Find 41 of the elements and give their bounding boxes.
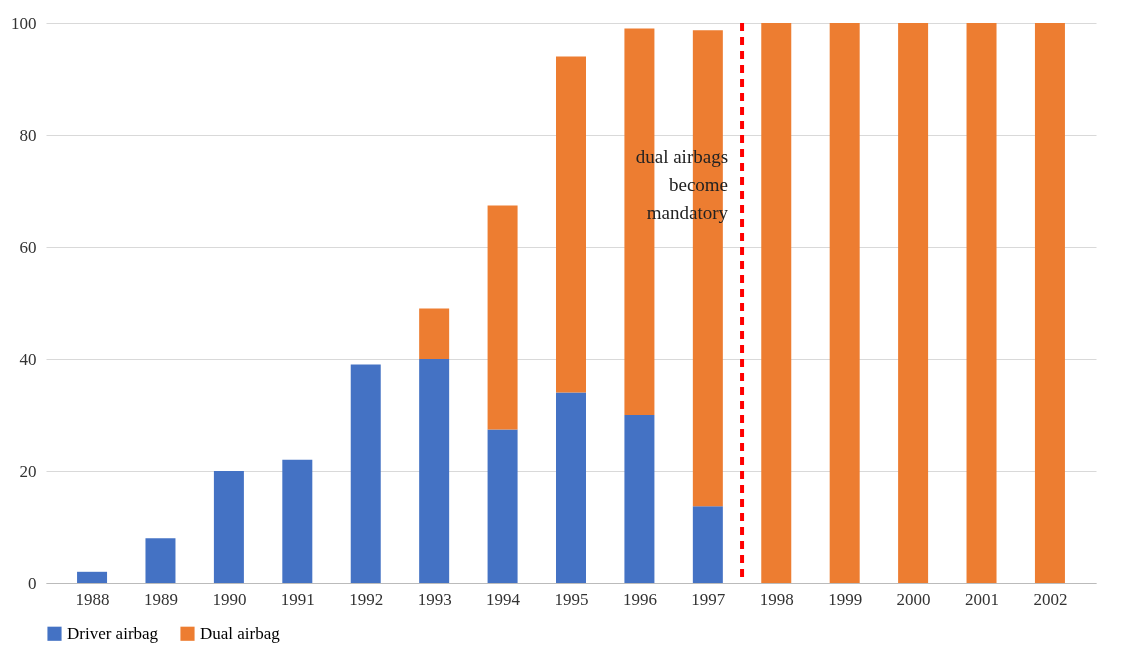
bar xyxy=(761,23,792,583)
bar xyxy=(419,359,450,583)
legend-label: Dual airbag xyxy=(200,623,281,643)
bar xyxy=(556,56,586,393)
bar xyxy=(77,571,108,583)
x-tick-label: 1996 xyxy=(622,589,657,609)
bar xyxy=(966,23,997,583)
bar xyxy=(487,429,518,583)
x-tick-label: 2002 xyxy=(1033,589,1068,609)
bar xyxy=(419,308,450,359)
legend-label: Driver airbag xyxy=(67,623,159,643)
bar xyxy=(1034,23,1065,583)
x-tick-label: 1999 xyxy=(828,589,863,609)
bar xyxy=(213,471,244,583)
x-tick-label: 1989 xyxy=(143,589,178,609)
y-tick-label: 60 xyxy=(19,237,37,257)
x-tick-label: 1994 xyxy=(486,589,521,609)
y-tick-label: 80 xyxy=(19,125,37,145)
y-tick-label: 0 xyxy=(28,573,37,593)
x-tick-label: 1991 xyxy=(280,589,315,609)
x-tick-label: 1995 xyxy=(554,589,589,609)
bar xyxy=(692,506,723,583)
x-tick-label: 1998 xyxy=(759,589,794,609)
y-tick-label: 100 xyxy=(11,13,37,33)
bar xyxy=(898,23,929,583)
x-tick-label: 2001 xyxy=(965,589,1000,609)
x-tick-label: 1993 xyxy=(417,589,452,609)
y-tick-label: 20 xyxy=(19,461,37,481)
bar xyxy=(487,205,518,430)
x-tick-label: 1997 xyxy=(691,589,726,609)
bar xyxy=(145,538,176,583)
bar xyxy=(556,392,586,583)
bar xyxy=(624,415,655,583)
x-tick-label: 2000 xyxy=(896,589,931,609)
y-tick-label: 40 xyxy=(19,349,37,369)
x-tick-label: 1992 xyxy=(349,589,384,609)
x-tick-label: 1988 xyxy=(75,589,110,609)
bar xyxy=(350,364,381,583)
bar xyxy=(829,23,860,583)
x-tick-label: 1990 xyxy=(212,589,247,609)
bar xyxy=(282,459,313,583)
